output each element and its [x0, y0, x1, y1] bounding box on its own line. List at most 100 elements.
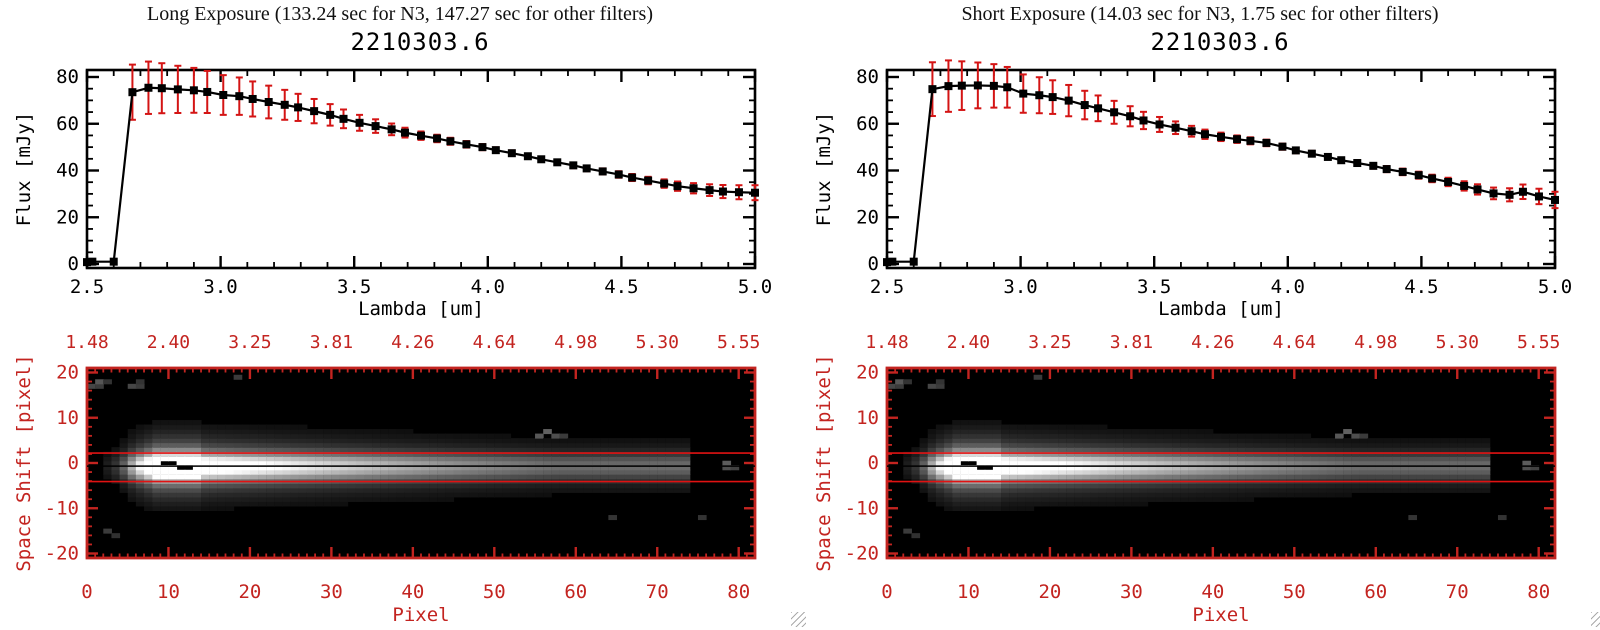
data-point-marker [660, 179, 669, 188]
data-point-marker [371, 122, 380, 131]
data-point-marker [1217, 132, 1225, 141]
wavelength-tick-label: 2.40 [947, 332, 990, 353]
wavelength-tick-label: 4.64 [1273, 332, 1316, 353]
data-point-marker [537, 155, 546, 164]
data-point-marker [1291, 146, 1300, 155]
resize-grip[interactable] [1591, 612, 1600, 627]
data-point-marker [1262, 138, 1271, 147]
data-point-marker [173, 85, 182, 94]
data-point-marker [1048, 93, 1057, 102]
panel-long-exposure: Long Exposure (133.24 sec for N3, 147.27… [13, 3, 806, 627]
target-id: 2210303.6 [350, 28, 490, 56]
pixel-tick-label: 30 [320, 581, 343, 603]
wavelength-tick-label: 1.48 [65, 332, 108, 353]
data-point-marker [144, 83, 153, 92]
space-shift-tick-label: 0 [868, 452, 879, 474]
data-point-marker [944, 82, 953, 91]
x-axis-title: Lambda [um] [358, 298, 484, 320]
image-y-axis-title: Space Shift [pixel] [813, 354, 835, 571]
target-id: 2210303.6 [1150, 28, 1290, 56]
wavelength-tick-label: 4.98 [1354, 332, 1397, 353]
data-point-marker [1382, 165, 1391, 174]
y-tick-label: 80 [856, 66, 879, 88]
flux-curve [86, 86, 756, 264]
resize-grip[interactable] [791, 612, 806, 627]
wavelength-tick-label: 1.48 [865, 332, 908, 353]
y-tick-label: 0 [868, 253, 879, 275]
x-tick-label: 5.0 [1538, 276, 1572, 298]
pixel-tick-label: 30 [1120, 581, 1143, 603]
pixel-tick-label: 70 [646, 581, 669, 603]
data-point-marker [1003, 83, 1012, 92]
data-point-marker [387, 125, 396, 134]
wavelength-tick-label: 3.25 [228, 332, 271, 353]
data-point-marker [1505, 190, 1514, 199]
pixel-tick-label: 20 [1038, 581, 1061, 603]
y-axis-title: Flux [mJy] [13, 112, 35, 226]
data-point-marker [491, 146, 500, 155]
pixel-tick-label: 10 [957, 581, 980, 603]
y-tick-label: 20 [56, 206, 79, 228]
data-point-marker [1094, 104, 1103, 113]
pixel-tick-label: 70 [1446, 581, 1469, 603]
data-point-marker [1064, 96, 1073, 105]
data-point-marker [189, 86, 198, 95]
data-point-marker [1473, 185, 1482, 194]
space-shift-tick-label: -20 [845, 543, 879, 565]
y-tick-label: 20 [856, 206, 879, 228]
pixel-tick-label: 60 [564, 581, 587, 603]
flux-curve [886, 84, 1556, 264]
data-point-marker [1444, 177, 1453, 186]
data-point-marker [339, 114, 348, 123]
y-tick-label: 80 [56, 66, 79, 88]
pixel-tick-label: 40 [1201, 581, 1224, 603]
data-point-marker [1187, 127, 1196, 136]
data-point-marker [264, 98, 273, 107]
data-point-marker [157, 84, 166, 93]
x-tick-label: 3.5 [337, 276, 371, 298]
data-point-marker [718, 187, 727, 196]
wavelength-tick-label: 4.26 [391, 332, 434, 353]
pixel-tick-label: 0 [881, 581, 892, 603]
pixel-tick-label: 60 [1364, 581, 1387, 603]
pixel-tick-label: 20 [238, 581, 261, 603]
pixel-tick-label: 40 [401, 581, 424, 603]
wavelength-tick-label: 3.81 [310, 332, 353, 353]
x-tick-label: 2.5 [870, 276, 904, 298]
data-point-marker [957, 81, 966, 90]
data-point-marker [417, 131, 425, 140]
y-tick-label: 0 [68, 253, 79, 275]
data-point-marker [1337, 156, 1346, 165]
space-shift-tick-label: 20 [856, 362, 879, 384]
data-point-marker [1323, 152, 1332, 161]
x-tick-label: 2.5 [70, 276, 104, 298]
data-point-marker [462, 140, 471, 149]
space-shift-tick-label: -20 [45, 543, 79, 565]
data-point-marker [433, 134, 442, 143]
data-point-marker [446, 137, 455, 146]
data-point-marker [83, 258, 91, 267]
data-point-marker [280, 100, 289, 109]
spectral-image-plot [87, 368, 755, 558]
space-shift-tick-label: -10 [845, 497, 879, 519]
data-point-marker [109, 257, 118, 266]
data-point-marker [326, 110, 335, 119]
data-point-marker [1080, 101, 1089, 110]
wavelength-tick-label: 5.30 [636, 332, 679, 353]
data-point-marker [1139, 116, 1148, 125]
data-point-marker [644, 176, 653, 185]
x-tick-label: 3.0 [203, 276, 237, 298]
data-point-marker [569, 161, 578, 170]
spectrum-plot-frame [85, 68, 757, 270]
data-point-marker [1200, 130, 1209, 139]
data-point-marker [478, 143, 487, 152]
data-point-marker [1369, 161, 1378, 170]
data-point-marker [689, 184, 698, 193]
y-tick-label: 40 [856, 160, 879, 182]
data-point-marker [1551, 195, 1559, 204]
x-tick-label: 4.5 [1404, 276, 1438, 298]
data-point-marker [1307, 149, 1316, 158]
data-point-marker [614, 170, 623, 179]
data-point-marker [888, 257, 897, 266]
y-tick-label: 40 [56, 160, 79, 182]
